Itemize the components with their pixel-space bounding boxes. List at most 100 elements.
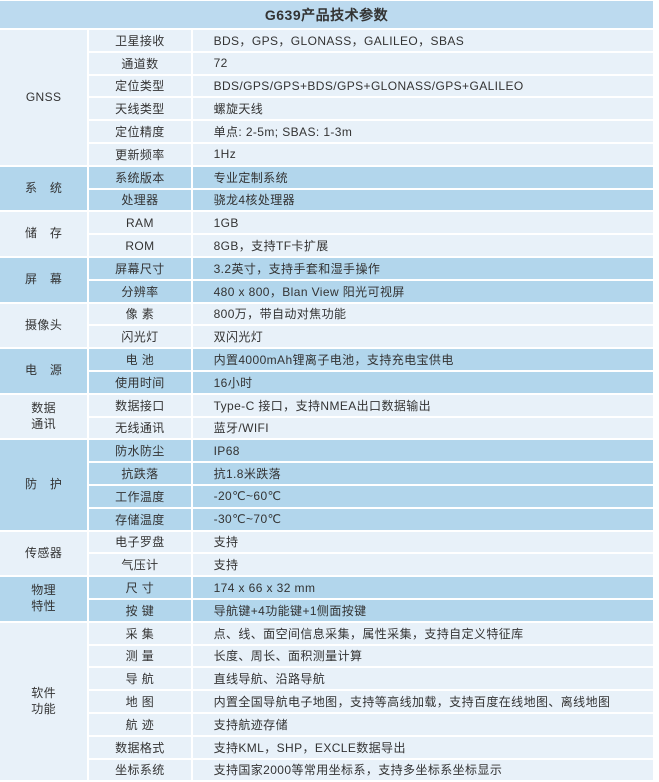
table-row: 工作温度 -20℃~60℃	[0, 485, 653, 507]
value-cell: BDS，GPS，GLONASS，GALILEO，SBAS	[192, 30, 653, 51]
value-cell: -20℃~60℃	[192, 485, 653, 507]
table-row: 系 统系统版本 专业定制系统	[0, 166, 653, 211]
category-cell: 屏 幕	[0, 257, 88, 302]
param-cell: 处理器	[89, 189, 191, 211]
param-cell: 定位精度	[89, 121, 191, 142]
param-cell: 气压计	[89, 554, 191, 576]
value-cell: 支持KML，SHP，EXCLE数据导出	[192, 736, 653, 758]
value-cell: Type-C 接口，支持NMEA出口数据输出	[192, 394, 653, 416]
table-row: 天线类型 螺旋天线	[0, 98, 653, 120]
value-cell: 抗1.8米跌落	[192, 463, 653, 484]
table-row: 闪光灯 双闪光灯	[0, 326, 653, 348]
category-cell: GNSS	[0, 30, 88, 165]
param-cell: 数据接口	[89, 394, 191, 416]
category-cell: 电 源	[0, 349, 88, 393]
value-cell: 内置4000mAh锂离子电池，支持充电宝供电	[192, 349, 653, 370]
value-cell: 16小时	[192, 371, 653, 393]
param-cell: 卫星接收	[89, 30, 191, 51]
table-row: 防 护防水防尘 IP68	[0, 440, 653, 530]
table-row: 定位精度 单点: 2-5m; SBAS: 1-3m	[0, 121, 653, 142]
param-cell: 航 迹	[89, 713, 191, 735]
value-cell: 骁龙4核处理器	[192, 189, 653, 211]
table-row: 数据 通讯 数据接口 Type-C 接口，支持NMEA出口数据输出	[0, 394, 653, 439]
table-row: ROM 8GB，支持TF卡扩展	[0, 235, 653, 256]
value-cell: 1Hz	[192, 143, 653, 165]
param-cell: 定位类型	[89, 75, 191, 97]
value-cell: BDS/GPS/GPS+BDS/GPS+GLONASS/GPS+GALILEO	[192, 75, 653, 97]
table-row: 屏 幕屏幕尺寸 3.2英寸，支持手套和湿手操作	[0, 257, 653, 302]
category-cell: 传感器	[0, 531, 88, 576]
value-cell: 3.2英寸，支持手套和湿手操作	[192, 257, 653, 279]
value-cell: 长度、周长、面积测量计算	[192, 645, 653, 667]
param-cell: 数据格式	[89, 736, 191, 758]
param-cell: 更新频率	[89, 143, 191, 165]
table-row: 数据格式 支持KML，SHP，EXCLE数据导出	[0, 736, 653, 758]
table-row: 电 源电 池内置4000mAh锂离子电池，支持充电宝供电	[0, 349, 653, 393]
param-cell: 坐标系统	[89, 759, 191, 781]
table-row: 测 量长度、周长、面积测量计算	[0, 645, 653, 667]
value-cell: 点、线、面空间信息采集，属性采集，支持自定义特征库	[192, 622, 653, 644]
param-cell: 无线通讯	[89, 417, 191, 439]
param-cell: ROM	[89, 235, 191, 256]
param-cell: 天线类型	[89, 98, 191, 120]
value-cell: 螺旋天线	[192, 98, 653, 120]
param-cell: 闪光灯	[89, 326, 191, 348]
category-cell: 储 存	[0, 212, 88, 256]
param-cell: 尺 寸	[89, 577, 191, 598]
param-cell: 像 素	[89, 303, 191, 325]
spec-table-wrap: GNSS 卫星接收 BDS，GPS，GLONASS，GALILEO，SBAS 通道数 7…	[0, 30, 653, 782]
value-cell: 支持	[192, 554, 653, 576]
table-row: 导 航直线导航、沿路导航	[0, 668, 653, 690]
table-row: GNSS 卫星接收 BDS，GPS，GLONASS，GALILEO，SBAS	[0, 30, 653, 165]
param-cell: 存储温度	[89, 508, 191, 530]
spec-table: GNSS 卫星接收 BDS，GPS，GLONASS，GALILEO，SBAS 通道数 7…	[0, 30, 653, 782]
param-cell: 测 量	[89, 645, 191, 667]
param-cell: 导 航	[89, 668, 191, 690]
param-cell: 分辨率	[89, 280, 191, 302]
value-cell: -30℃~70℃	[192, 508, 653, 530]
param-cell: 屏幕尺寸	[89, 257, 191, 279]
table-row: 气压计 支持	[0, 554, 653, 576]
value-cell: 直线导航、沿路导航	[192, 668, 653, 690]
table-row: 无线通讯 蓝牙/WIFI	[0, 417, 653, 439]
table-row: 航 迹支持航迹存储	[0, 713, 653, 735]
category-cell: 数据 通讯	[0, 394, 88, 439]
page-title: G639产品技术参数	[0, 1, 653, 28]
table-row: 存储温度 -30℃~70℃	[0, 508, 653, 530]
table-row: 通道数 72	[0, 52, 653, 74]
param-cell: 系统版本	[89, 166, 191, 188]
value-cell: 导航键+4功能键+1侧面按键	[192, 599, 653, 621]
spec-table-body: GNSS 卫星接收 BDS，GPS，GLONASS，GALILEO，SBAS 通道数 7…	[0, 30, 653, 781]
table-row: 使用时间 16小时	[0, 371, 653, 393]
value-cell: 800万，带自动对焦功能	[192, 303, 653, 325]
value-cell: 双闪光灯	[192, 326, 653, 348]
param-cell: 按 键	[89, 599, 191, 621]
param-cell: 通道数	[89, 52, 191, 74]
param-cell: 电子罗盘	[89, 531, 191, 553]
value-cell: 支持航迹存储	[192, 713, 653, 735]
value-cell: 单点: 2-5m; SBAS: 1-3m	[192, 121, 653, 142]
table-row: 处理器 骁龙4核处理器	[0, 189, 653, 211]
table-row: 软件 功能采 集点、线、面空间信息采集，属性采集，支持自定义特征库	[0, 622, 653, 781]
table-row: 按 键导航键+4功能键+1侧面按键	[0, 599, 653, 621]
category-cell: 防 护	[0, 440, 88, 530]
value-cell: IP68	[192, 440, 653, 462]
value-cell: 480 x 800，Blan View 阳光可视屏	[192, 280, 653, 302]
category-cell: 摄像头	[0, 303, 88, 348]
value-cell: 72	[192, 52, 653, 74]
value-cell: 8GB，支持TF卡扩展	[192, 235, 653, 256]
table-row: 更新频率 1Hz	[0, 143, 653, 165]
param-cell: 工作温度	[89, 485, 191, 507]
value-cell: 蓝牙/WIFI	[192, 417, 653, 439]
value-cell: 1GB	[192, 212, 653, 234]
table-row: 摄像头像 素 800万，带自动对焦功能	[0, 303, 653, 348]
param-cell: RAM	[89, 212, 191, 234]
value-cell: 174 x 66 x 32 mm	[192, 577, 653, 598]
category-cell: 物理 特性	[0, 577, 88, 621]
param-cell: 电 池	[89, 349, 191, 370]
param-cell: 抗跌落	[89, 463, 191, 484]
table-row: 抗跌落 抗1.8米跌落	[0, 463, 653, 484]
table-row: 传感器 电子罗盘 支持	[0, 531, 653, 576]
value-cell: 支持	[192, 531, 653, 553]
